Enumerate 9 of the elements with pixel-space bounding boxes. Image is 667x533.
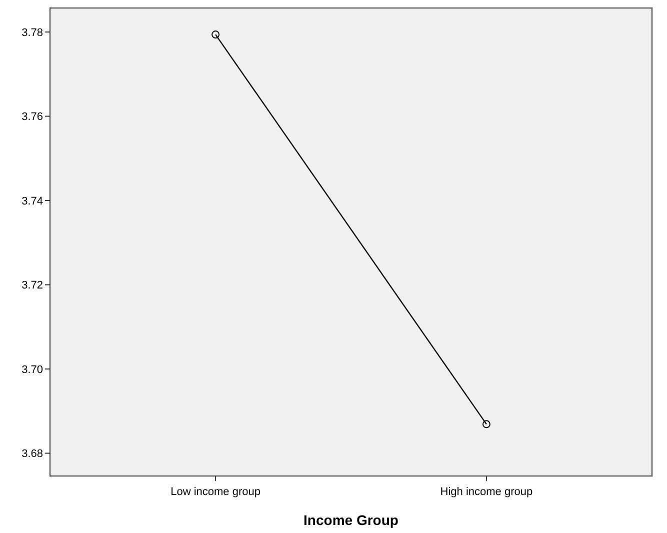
y-tick-label: 3.74 xyxy=(22,195,43,208)
y-tick-label: 3.68 xyxy=(22,448,43,460)
x-tick-label: Low income group xyxy=(170,486,260,498)
y-tick-label: 3.72 xyxy=(22,280,43,292)
y-tick-label: 3.78 xyxy=(22,26,43,39)
y-tick-label: 3.76 xyxy=(22,111,43,124)
x-tick-label: High income group xyxy=(440,486,533,498)
y-tick-label: 3.70 xyxy=(22,364,43,376)
x-axis-title: Income Group xyxy=(304,512,398,528)
